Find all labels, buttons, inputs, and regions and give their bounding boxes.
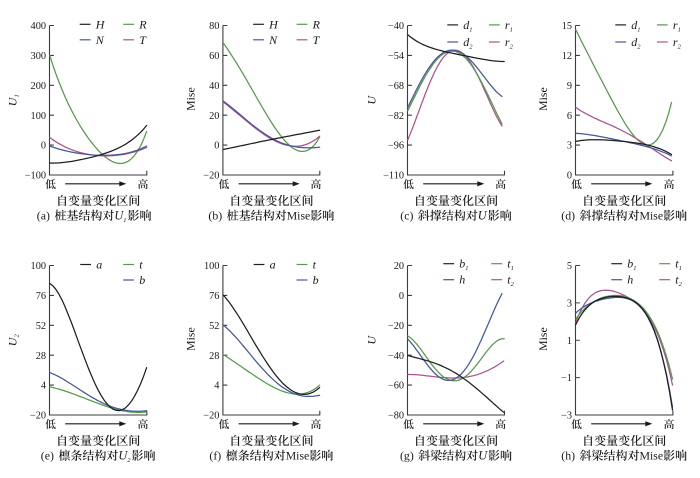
svg-text:T: T — [139, 33, 147, 47]
svg-text:−20: −20 — [388, 321, 404, 332]
svg-text:−68: −68 — [388, 81, 404, 92]
svg-text:(g): (g) — [400, 448, 414, 462]
svg-text:d1: d1 — [463, 18, 472, 34]
svg-text:−96: −96 — [388, 141, 404, 152]
svg-text:80: 80 — [209, 21, 219, 32]
svg-text:5: 5 — [567, 261, 572, 272]
svg-text:400: 400 — [31, 21, 46, 32]
svg-text:4: 4 — [214, 381, 219, 392]
svg-text:H: H — [95, 17, 106, 31]
svg-text:H: H — [268, 17, 279, 31]
svg-text:Mise: Mise — [183, 87, 197, 111]
svg-text:100: 100 — [204, 261, 219, 272]
svg-text:T: T — [313, 33, 321, 47]
svg-text:(h): (h) — [561, 448, 575, 462]
svg-text:−20: −20 — [203, 171, 219, 182]
svg-text:U: U — [365, 335, 379, 345]
svg-text:(a): (a) — [37, 208, 50, 222]
svg-text:−110: −110 — [383, 171, 404, 182]
svg-text:d2: d2 — [631, 35, 641, 51]
svg-text:b1: b1 — [459, 257, 468, 273]
svg-text:(b): (b) — [208, 208, 222, 222]
svg-text:Mise: Mise — [640, 448, 664, 462]
svg-text:U: U — [365, 95, 379, 105]
svg-text:−40: −40 — [388, 351, 404, 362]
svg-text:100: 100 — [31, 261, 46, 272]
svg-text:h: h — [459, 273, 465, 287]
svg-text:t2: t2 — [675, 273, 682, 289]
svg-text:1: 1 — [567, 336, 572, 347]
svg-text:76: 76 — [36, 291, 46, 302]
svg-text:−20: −20 — [203, 411, 219, 422]
svg-text:U: U — [478, 208, 488, 222]
svg-text:0: 0 — [399, 291, 404, 302]
svg-text:40: 40 — [209, 81, 219, 92]
svg-text:100: 100 — [31, 111, 46, 122]
svg-text:6: 6 — [567, 111, 572, 122]
svg-text:0: 0 — [567, 171, 572, 182]
svg-text:Mise: Mise — [183, 327, 197, 351]
svg-text:t: t — [313, 258, 317, 272]
svg-text:N: N — [95, 33, 105, 47]
svg-text:Mise: Mise — [640, 208, 664, 222]
svg-text:−80: −80 — [388, 411, 404, 422]
svg-text:h: h — [627, 273, 633, 287]
svg-text:Mise: Mise — [536, 327, 550, 351]
svg-text:12: 12 — [562, 51, 572, 62]
svg-text:60: 60 — [209, 51, 219, 62]
svg-text:28: 28 — [209, 351, 219, 362]
svg-text:300: 300 — [31, 51, 46, 62]
svg-text:d1: d1 — [631, 18, 640, 34]
svg-text:20: 20 — [209, 111, 219, 122]
svg-text:r1: r1 — [673, 18, 681, 34]
svg-text:Mise: Mise — [286, 448, 310, 462]
svg-text:a: a — [96, 258, 102, 272]
svg-text:3: 3 — [567, 299, 572, 310]
svg-text:200: 200 — [31, 81, 46, 92]
svg-text:−100: −100 — [25, 171, 46, 182]
svg-text:28: 28 — [36, 351, 46, 362]
svg-text:t: t — [139, 258, 143, 272]
svg-text:0: 0 — [214, 141, 219, 152]
svg-text:3: 3 — [567, 141, 572, 152]
svg-text:b: b — [313, 273, 319, 287]
svg-text:−20: −20 — [30, 411, 46, 422]
svg-text:b1: b1 — [627, 257, 636, 273]
svg-text:52: 52 — [36, 321, 46, 332]
svg-text:U1: U1 — [6, 94, 21, 106]
svg-text:−1: −1 — [561, 373, 572, 384]
svg-text:t1: t1 — [507, 257, 514, 273]
svg-text:r1: r1 — [505, 18, 513, 34]
svg-text:52: 52 — [209, 321, 219, 332]
svg-text:r2: r2 — [673, 35, 682, 51]
svg-text:−60: −60 — [388, 381, 404, 392]
svg-text:R: R — [138, 17, 147, 31]
svg-text:20: 20 — [394, 261, 404, 272]
svg-text:U: U — [478, 448, 488, 462]
svg-text:9: 9 — [567, 81, 572, 92]
svg-text:(e): (e) — [41, 448, 54, 462]
svg-text:4: 4 — [41, 381, 46, 392]
svg-text:15: 15 — [562, 21, 572, 32]
svg-text:(f): (f) — [209, 448, 221, 462]
svg-text:Mise: Mise — [287, 208, 311, 222]
svg-text:−40: −40 — [388, 21, 404, 32]
svg-text:d2: d2 — [463, 35, 473, 51]
svg-text:0: 0 — [41, 141, 46, 152]
svg-text:−3: −3 — [561, 411, 572, 422]
svg-text:−54: −54 — [388, 51, 404, 62]
svg-text:t2: t2 — [507, 273, 514, 289]
svg-text:−82: −82 — [388, 111, 404, 122]
svg-text:a: a — [270, 258, 276, 272]
svg-text:76: 76 — [209, 291, 219, 302]
svg-text:r2: r2 — [505, 35, 514, 51]
svg-text:(d): (d) — [561, 208, 575, 222]
svg-text:t1: t1 — [675, 257, 682, 273]
svg-text:R: R — [312, 17, 321, 31]
svg-text:N: N — [268, 33, 278, 47]
svg-text:b: b — [139, 273, 145, 287]
svg-text:(c): (c) — [400, 208, 413, 222]
svg-text:Mise: Mise — [536, 87, 550, 111]
